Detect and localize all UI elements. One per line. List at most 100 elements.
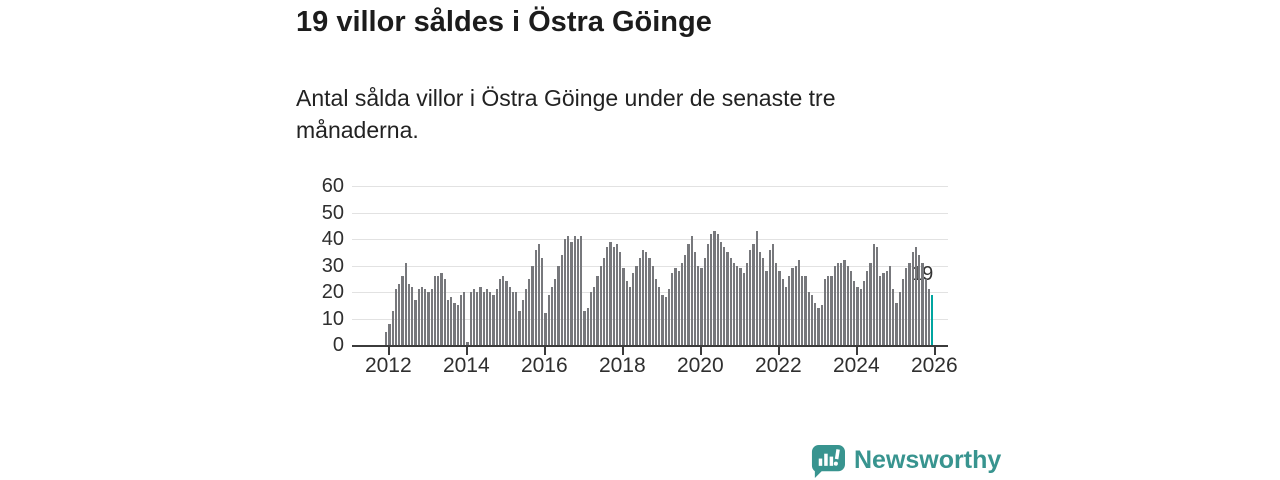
- newsworthy-logo[interactable]: Newsworthy: [810, 443, 1001, 478]
- bar: [823, 278, 827, 345]
- bar: [625, 281, 628, 345]
- bar: [498, 278, 502, 345]
- bar: [554, 278, 557, 345]
- bar: [398, 284, 401, 345]
- bar: [417, 289, 420, 345]
- bar: [775, 262, 778, 345]
- bar: [888, 265, 892, 345]
- gridline: [352, 212, 948, 214]
- bar: [921, 262, 924, 345]
- x-tick-label: 2016: [520, 354, 568, 377]
- bar: [420, 286, 424, 345]
- bar: [599, 265, 602, 345]
- x-tick-label: 2018: [598, 354, 646, 377]
- bar: [836, 262, 840, 345]
- bar: [541, 257, 544, 345]
- y-tick-label: 50: [321, 201, 344, 224]
- bar: [810, 294, 814, 345]
- bar: [833, 265, 836, 345]
- x-tick-label: 2014: [442, 354, 490, 377]
- bar: [394, 289, 398, 345]
- bar: [534, 249, 537, 345]
- bar: [427, 292, 430, 345]
- bar: [801, 276, 804, 345]
- bar: [693, 252, 697, 345]
- chart-title: 19 villor såldes i Östra Göinge: [296, 6, 712, 38]
- bar: [817, 307, 820, 345]
- bar: [827, 276, 830, 345]
- bar: [638, 257, 641, 345]
- bar: [466, 342, 469, 345]
- bar: [674, 268, 677, 345]
- bar: [732, 262, 736, 345]
- bar: [583, 310, 586, 345]
- bar: [794, 265, 797, 345]
- bar: [661, 294, 664, 345]
- bar: [875, 246, 879, 345]
- bar: [807, 292, 810, 345]
- bar: [869, 262, 872, 345]
- bar: [463, 292, 466, 345]
- bar: [612, 246, 615, 345]
- x-tick-label: 2020: [676, 354, 724, 377]
- x-tick: [778, 347, 781, 355]
- bar: [918, 254, 921, 345]
- bar: [716, 233, 719, 345]
- bar: [768, 249, 771, 345]
- bar: [849, 270, 853, 345]
- bar: [651, 265, 654, 345]
- x-tick: [934, 347, 937, 355]
- bar: [667, 289, 671, 345]
- bar: [550, 286, 554, 345]
- newsworthy-wordmark: Newsworthy: [854, 446, 1002, 474]
- bar: [648, 257, 651, 345]
- bar: [489, 292, 492, 345]
- x-tick-label: 2022: [754, 354, 802, 377]
- bar: [615, 244, 619, 345]
- bar: [388, 323, 391, 345]
- bar: [671, 273, 674, 345]
- bar: [411, 286, 414, 345]
- bar: [914, 246, 918, 345]
- bar: [586, 307, 589, 345]
- bar: [537, 244, 541, 345]
- bar: [654, 278, 658, 345]
- bar: [476, 292, 479, 345]
- bar: [385, 331, 388, 345]
- bar: [437, 276, 440, 345]
- bar: [645, 252, 648, 345]
- bar: [596, 276, 599, 345]
- bar: [619, 252, 622, 345]
- bar: [401, 276, 404, 345]
- bar: [703, 257, 706, 345]
- bar: [706, 244, 710, 345]
- bar: [450, 297, 453, 345]
- bar: [797, 260, 801, 345]
- bar: [765, 270, 768, 345]
- bar: [697, 265, 700, 345]
- bar: [576, 239, 580, 345]
- bar: [901, 278, 905, 345]
- bar: [680, 262, 684, 345]
- bar: [788, 276, 791, 345]
- bar: [781, 278, 784, 345]
- bar: [635, 265, 638, 345]
- bar: [502, 276, 505, 345]
- bar: [641, 249, 645, 345]
- bar: [544, 313, 547, 345]
- bar: [472, 289, 476, 345]
- bar: [430, 289, 433, 345]
- bar: [609, 241, 612, 345]
- bar: [404, 262, 407, 345]
- bar: [879, 276, 882, 345]
- bar: [622, 268, 625, 345]
- x-axis-line: [352, 344, 948, 347]
- x-tick-label: 2026: [910, 354, 958, 377]
- bar: [453, 302, 456, 345]
- y-tick-label: 30: [321, 254, 344, 277]
- bar: [872, 244, 875, 345]
- bar: [658, 286, 661, 345]
- y-tick-label: 20: [321, 281, 344, 303]
- bar: [518, 310, 521, 345]
